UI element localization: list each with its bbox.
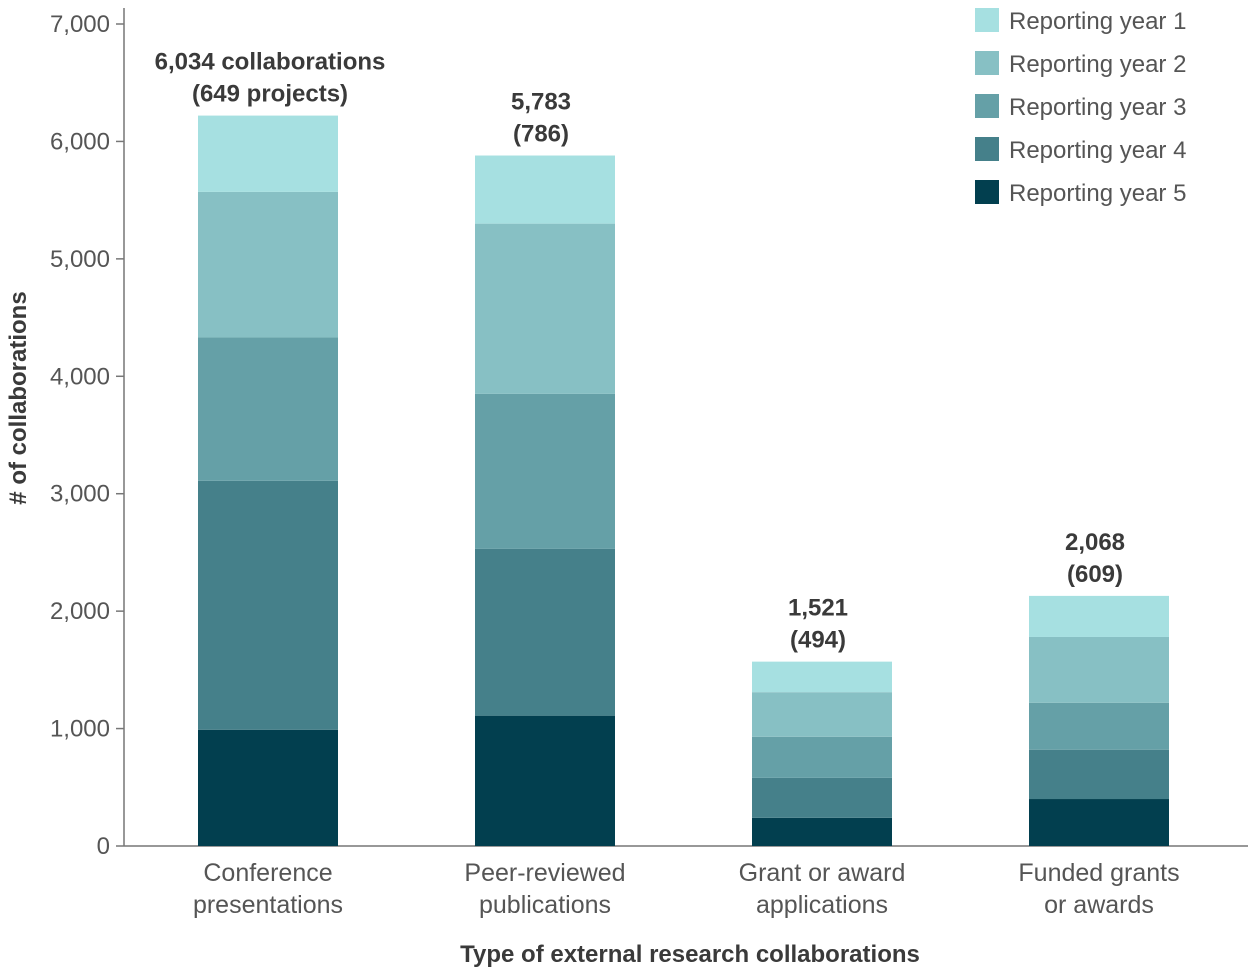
bar-segment: [752, 817, 892, 846]
total-label-line: 2,068: [1065, 529, 1125, 556]
bar-segment: [475, 715, 615, 846]
x-tick-label: Conference presentations: [193, 859, 343, 919]
bar-segment: [475, 548, 615, 716]
y-axis-title: # of collaborations: [5, 291, 32, 504]
y-axis: 0 1,000 2,000 3,000 4,000 5,000 6,000 7,000: [50, 8, 125, 860]
total-label: 6,034 collaborations (649 projects): [155, 49, 386, 108]
bar-segment: [752, 661, 892, 693]
x-tick-label-line: Conference: [203, 859, 332, 887]
y-tick-label: 5,000: [50, 246, 110, 273]
x-tick-label-line: Funded grants: [1018, 859, 1179, 887]
y-tick-label: 7,000: [50, 11, 110, 38]
total-labels: 6,034 collaborations (649 projects) 5,783 (…: [155, 49, 1125, 654]
x-tick-label: Grant or award applications: [739, 859, 906, 919]
x-tick-label-line: Peer-reviewed: [464, 859, 625, 887]
x-axis: Conference presentations Peer-reviewed publ…: [124, 845, 1248, 919]
total-label-line: 5,783: [511, 89, 571, 116]
legend-swatch: [975, 180, 999, 204]
x-tick-label: Funded grants or awards: [1018, 859, 1179, 919]
bar-segment: [1029, 702, 1169, 750]
bar-segment: [1029, 636, 1169, 703]
x-tick-label-line: presentations: [193, 891, 343, 919]
bar-segment: [475, 393, 615, 549]
bar-segment: [1029, 799, 1169, 846]
x-axis-title: Type of external research collaborations: [460, 941, 920, 968]
y-tick-label: 6,000: [50, 128, 110, 155]
legend-label: Reporting year 3: [1009, 94, 1186, 121]
total-label: 5,783 (786): [511, 89, 571, 148]
total-label-line: (786): [513, 121, 569, 148]
legend-label: Reporting year 4: [1009, 137, 1186, 164]
total-label: 1,521 (494): [788, 595, 848, 654]
x-tick-label-line: applications: [756, 891, 888, 919]
bar-segment: [475, 155, 615, 224]
bars: [198, 115, 1169, 846]
bar-segment: [198, 337, 338, 481]
y-tick-label: 3,000: [50, 481, 110, 508]
total-label-line: (649 projects): [192, 81, 348, 108]
bar-segment: [752, 777, 892, 818]
legend-swatch: [975, 137, 999, 161]
legend-label: Reporting year 5: [1009, 180, 1186, 207]
x-tick-label-line: Grant or award: [739, 859, 906, 887]
legend-swatch: [975, 94, 999, 118]
bar-segment: [1029, 595, 1169, 637]
legend-swatch: [975, 8, 999, 32]
bar-segment: [198, 191, 338, 338]
x-tick-label-line: or awards: [1044, 891, 1154, 919]
total-label-line: 6,034 collaborations: [155, 49, 386, 76]
bar-segment: [752, 692, 892, 737]
y-tick-label: 4,000: [50, 363, 110, 390]
total-label-line: (609): [1067, 561, 1123, 588]
total-label-line: 1,521: [788, 595, 848, 622]
y-tick-label: 2,000: [50, 598, 110, 625]
legend-swatch: [975, 51, 999, 75]
bar-segment: [1029, 749, 1169, 800]
legend-label: Reporting year 1: [1009, 8, 1186, 35]
bar-segment: [752, 736, 892, 778]
x-tick-label-line: publications: [479, 891, 611, 919]
y-tick-label: 0: [97, 833, 110, 860]
legend-label: Reporting year 2: [1009, 51, 1186, 78]
bar-segment: [198, 115, 338, 192]
x-tick-label: Peer-reviewed publications: [464, 859, 625, 919]
total-label-line: (494): [790, 627, 846, 654]
legend: Reporting year 1 Reporting year 2 Reportin…: [975, 8, 1186, 207]
bar-segment: [198, 480, 338, 730]
bar-segment: [198, 729, 338, 846]
y-tick-label: 1,000: [50, 716, 110, 743]
total-label: 2,068 (609): [1065, 529, 1125, 588]
bar-segment: [475, 223, 615, 394]
